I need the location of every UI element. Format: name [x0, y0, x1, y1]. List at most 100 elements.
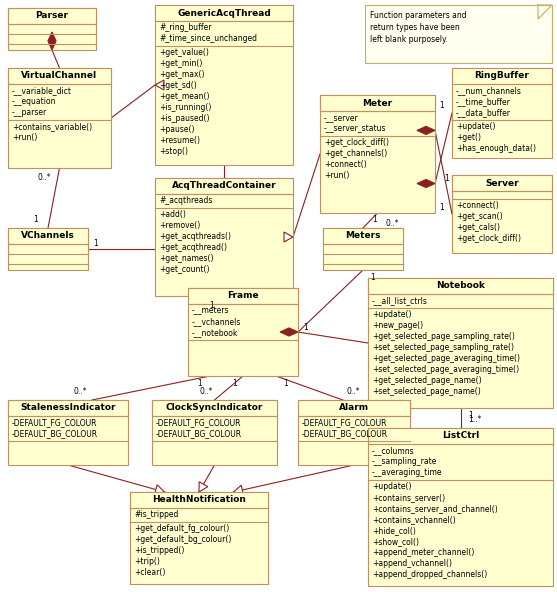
Text: +resume(): +resume() [159, 136, 200, 145]
Text: 1..*: 1..* [468, 416, 481, 424]
Text: 1: 1 [198, 379, 202, 388]
Text: 0..*: 0..* [74, 388, 87, 397]
Text: +get_acqthreads(): +get_acqthreads() [159, 232, 231, 241]
Text: -__averaging_time: -__averaging_time [372, 468, 442, 477]
Text: 1: 1 [94, 240, 99, 249]
Text: +is_paused(): +is_paused() [159, 114, 209, 123]
Text: +get_scan(): +get_scan() [456, 212, 502, 221]
Bar [365, 5, 552, 63]
Text: -__parser: -__parser [12, 108, 47, 117]
Polygon shape [417, 179, 435, 188]
Text: 1: 1 [468, 411, 473, 420]
Text: -__data_buffer: -__data_buffer [456, 108, 511, 117]
Text: 0..*: 0..* [346, 388, 360, 397]
Text: +contains_vchannel(): +contains_vchannel() [372, 515, 456, 524]
Text: -DEFAULT_BG_COLOUR: -DEFAULT_BG_COLOUR [302, 429, 388, 438]
Polygon shape [199, 482, 208, 492]
Bar [320, 95, 435, 213]
Bar [298, 400, 410, 465]
Text: HealthNotification: HealthNotification [152, 496, 246, 504]
Text: 1: 1 [373, 215, 378, 224]
Bar [452, 175, 552, 253]
Bar [8, 228, 88, 244]
Text: #_acqthreads: #_acqthreads [159, 196, 212, 205]
Polygon shape [48, 32, 56, 50]
Text: +get_selected_page_sampling_rate(): +get_selected_page_sampling_rate() [372, 332, 515, 341]
Text: 1: 1 [439, 101, 444, 111]
Text: 1: 1 [444, 174, 449, 183]
Text: ClockSyncIndicator: ClockSyncIndicator [166, 404, 263, 413]
Bar [452, 68, 552, 158]
Text: +clear(): +clear() [134, 568, 165, 577]
Polygon shape [284, 232, 293, 242]
Text: 1: 1 [439, 202, 444, 211]
Text: -DEFAULT_FG_COLOUR: -DEFAULT_FG_COLOUR [156, 418, 242, 427]
Text: Notebook: Notebook [436, 282, 485, 291]
Text: Meters: Meters [345, 231, 381, 240]
Text: Meter: Meter [363, 98, 393, 108]
Text: +contains_variable(): +contains_variable() [12, 122, 92, 131]
Text: -__equation: -__equation [12, 97, 56, 106]
Text: +get_mean(): +get_mean() [159, 92, 209, 101]
Text: +get_count(): +get_count() [159, 265, 209, 274]
Text: Frame: Frame [227, 291, 259, 301]
Text: -__server_status: -__server_status [324, 124, 387, 133]
Text: AcqThreadContainer: AcqThreadContainer [172, 182, 276, 191]
Text: +add(): +add() [159, 210, 186, 219]
Text: +get_default_bg_colour(): +get_default_bg_colour() [134, 535, 231, 544]
Bar [188, 288, 298, 376]
Text: +contains_server_and_channel(): +contains_server_and_channel() [372, 504, 498, 513]
Text: Function parameters and
return types have been
left blank purposely.: Function parameters and return types hav… [370, 11, 467, 44]
Bar [130, 492, 268, 508]
Text: +get(): +get() [456, 133, 481, 142]
Text: 1: 1 [304, 323, 309, 332]
Bar [368, 428, 553, 586]
Text: +new_page(): +new_page() [372, 321, 423, 330]
Bar [323, 228, 403, 244]
Text: +set_selected_page_name(): +set_selected_page_name() [372, 387, 481, 396]
Text: Parser: Parser [36, 11, 69, 21]
Bar [152, 400, 277, 465]
Text: 1: 1 [233, 379, 237, 388]
Text: +stop(): +stop() [159, 147, 188, 156]
Text: Server: Server [485, 179, 519, 188]
Text: +is_tripped(): +is_tripped() [134, 546, 184, 555]
Text: +show_col(): +show_col() [372, 537, 419, 546]
Polygon shape [417, 126, 435, 134]
Text: +append_meter_channel(): +append_meter_channel() [372, 548, 475, 557]
Text: -__variable_dict: -__variable_dict [12, 86, 72, 95]
Text: -__columns: -__columns [372, 446, 414, 455]
Text: +append_vchannel(): +append_vchannel() [372, 559, 452, 568]
Bar [8, 400, 128, 465]
Text: StalenessIndicator: StalenessIndicator [20, 404, 116, 413]
Polygon shape [280, 328, 298, 336]
Text: +get_sd(): +get_sd() [159, 81, 197, 90]
Text: #_ring_buffer: #_ring_buffer [159, 23, 212, 32]
Bar [368, 278, 553, 408]
Text: +set_selected_page_sampling_rate(): +set_selected_page_sampling_rate() [372, 343, 514, 352]
Text: 0..*: 0..* [200, 388, 213, 397]
Text: GenericAcqThread: GenericAcqThread [177, 8, 271, 18]
Polygon shape [154, 485, 164, 494]
Text: +connect(): +connect() [456, 201, 499, 210]
Text: +run(): +run() [12, 133, 37, 142]
Bar [8, 228, 88, 270]
Text: +append_dropped_channels(): +append_dropped_channels() [372, 570, 487, 579]
Text: 0..*: 0..* [386, 218, 399, 227]
Bar [452, 175, 552, 191]
Text: +get_clock_diff(): +get_clock_diff() [324, 138, 389, 147]
Text: +update(): +update() [456, 122, 496, 131]
Text: +contains_server(): +contains_server() [372, 493, 445, 502]
Text: 1: 1 [209, 301, 214, 310]
Bar [155, 5, 293, 165]
Bar [8, 400, 128, 416]
Text: RingBuffer: RingBuffer [475, 72, 530, 81]
Text: VirtualChannel: VirtualChannel [21, 72, 97, 81]
Bar [298, 400, 410, 416]
Text: -__sampling_rate: -__sampling_rate [372, 457, 437, 466]
Text: +update(): +update() [372, 310, 412, 319]
Text: +pause(): +pause() [159, 125, 194, 134]
Text: +get_max(): +get_max() [159, 70, 204, 79]
Bar [188, 288, 298, 304]
Text: +remove(): +remove() [159, 221, 201, 230]
